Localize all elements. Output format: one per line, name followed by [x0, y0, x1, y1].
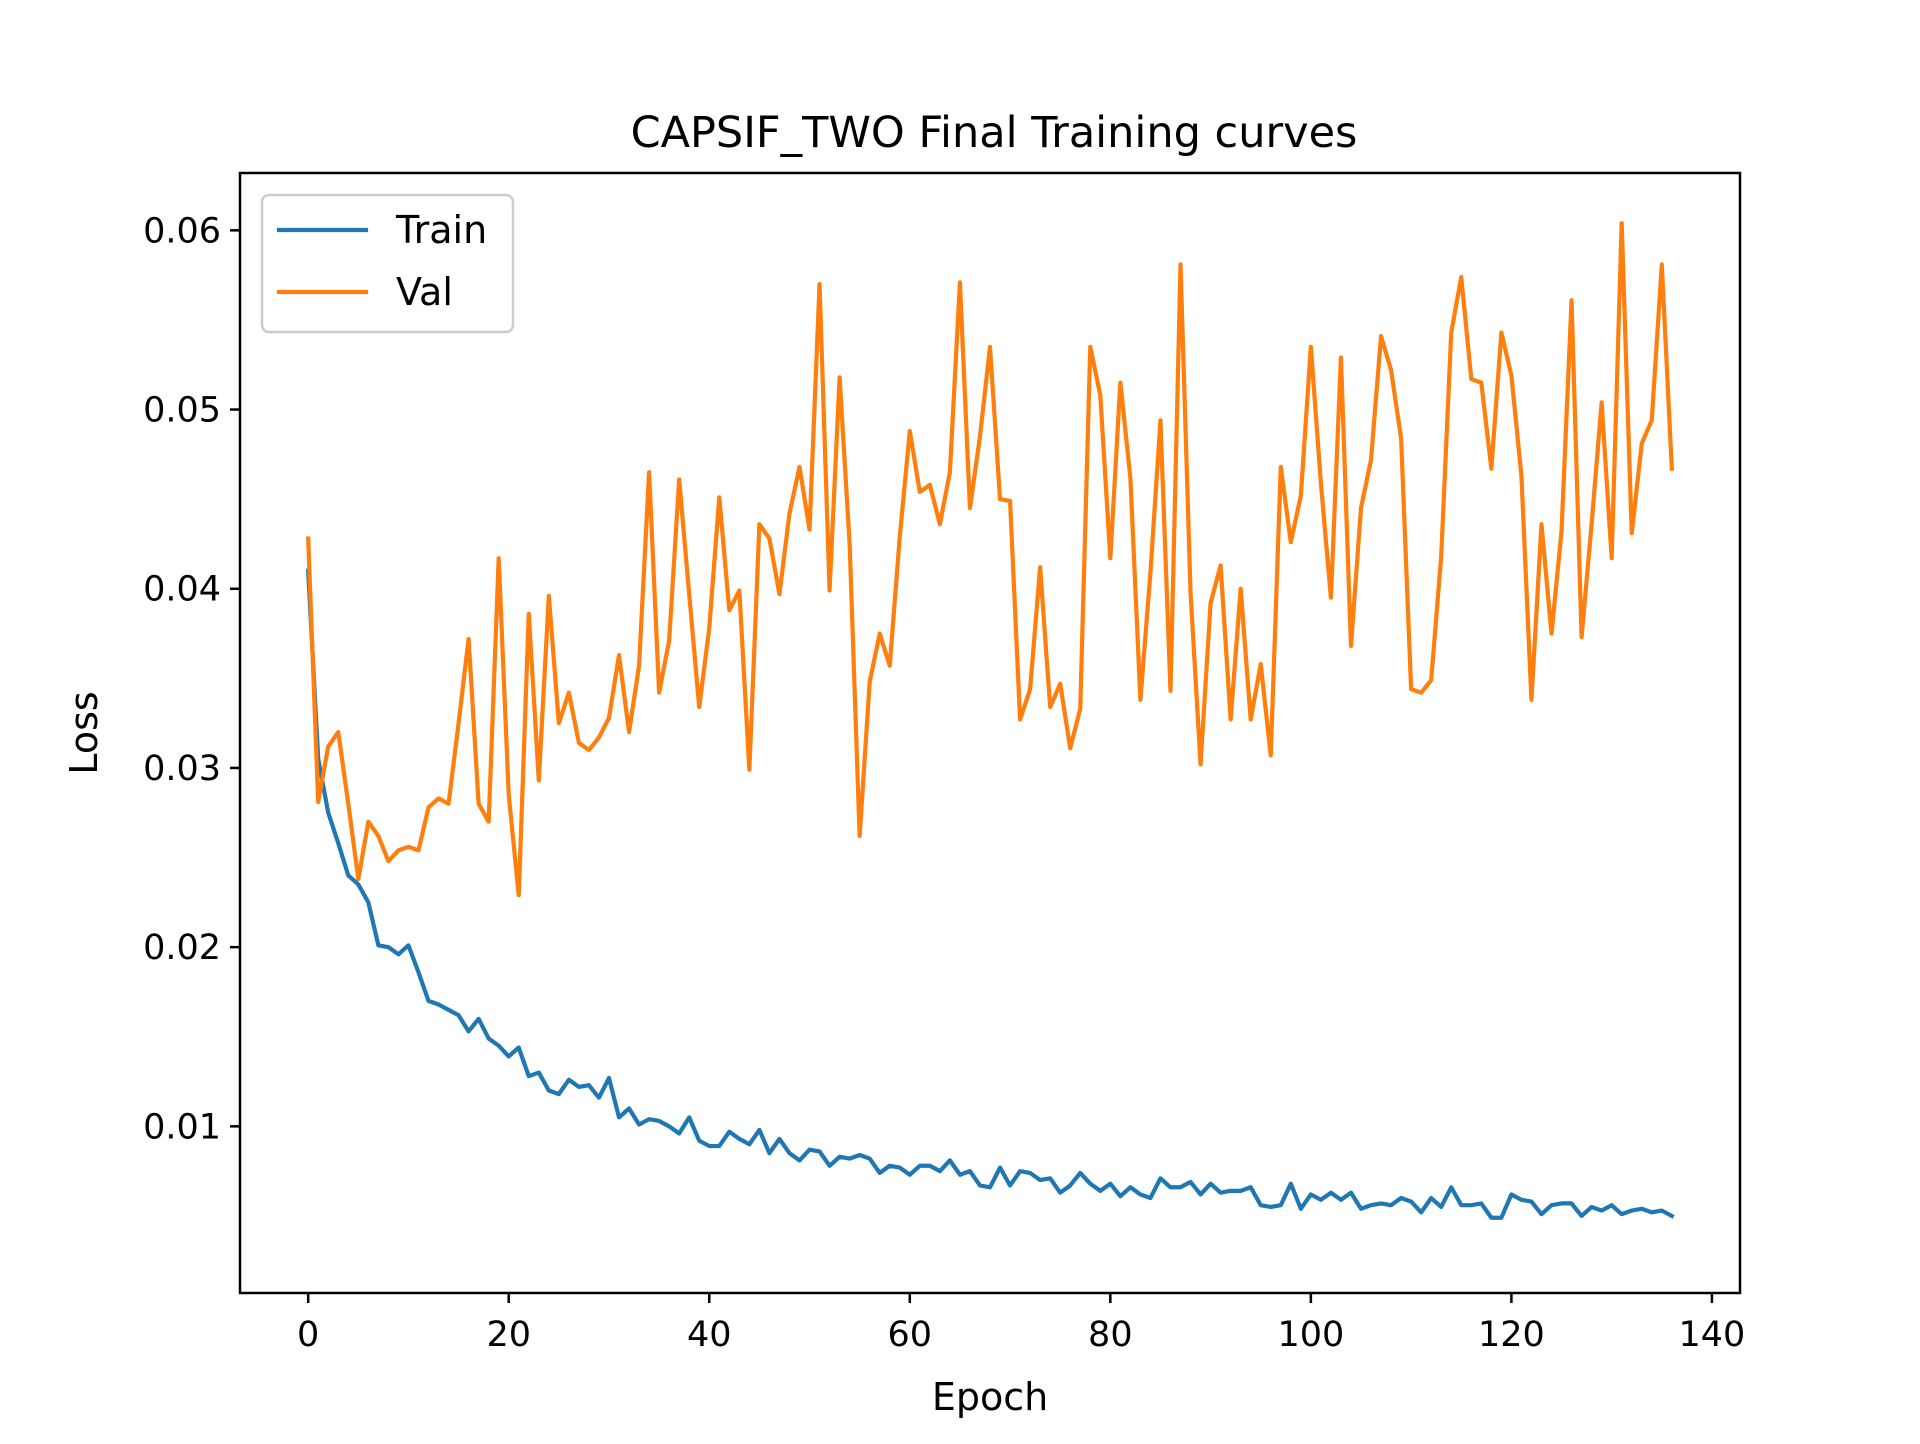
series-line-train — [305, 568, 1675, 1220]
chart-title: CAPSIF_TWO Final Training curves — [631, 108, 1358, 158]
x-tick-label: 100 — [1277, 1315, 1344, 1355]
y-tick-label: 0.05 — [143, 391, 221, 431]
x-tick-label: 120 — [1478, 1315, 1545, 1355]
x-tick-label: 0 — [297, 1315, 319, 1355]
x-tick-label: 60 — [888, 1315, 933, 1355]
x-tick-label: 40 — [687, 1315, 732, 1355]
legend: Train Val — [260, 193, 515, 334]
x-axis-ticks: 0 20 40 60 80 100 120 140 — [297, 1293, 1745, 1355]
series-layer — [305, 221, 1675, 1220]
x-tick-label: 20 — [486, 1315, 531, 1355]
legend-train-label: Train — [395, 208, 487, 252]
y-axis-ticks: 0.01 0.02 0.03 0.04 0.05 0.06 — [143, 211, 240, 1147]
y-tick-label: 0.01 — [143, 1107, 221, 1147]
y-tick-label: 0.06 — [143, 211, 221, 251]
y-tick-label: 0.04 — [143, 570, 221, 610]
x-axis-label: Epoch — [932, 1375, 1048, 1419]
x-tick-label: 80 — [1088, 1315, 1133, 1355]
axes-frame — [238, 171, 1742, 1295]
legend-val-label: Val — [396, 270, 453, 314]
series-line-val — [306, 221, 1675, 898]
y-tick-label: 0.02 — [143, 928, 221, 968]
y-axis-label: Loss — [62, 691, 106, 774]
x-tick-label: 140 — [1679, 1315, 1746, 1355]
y-tick-label: 0.03 — [143, 749, 221, 789]
